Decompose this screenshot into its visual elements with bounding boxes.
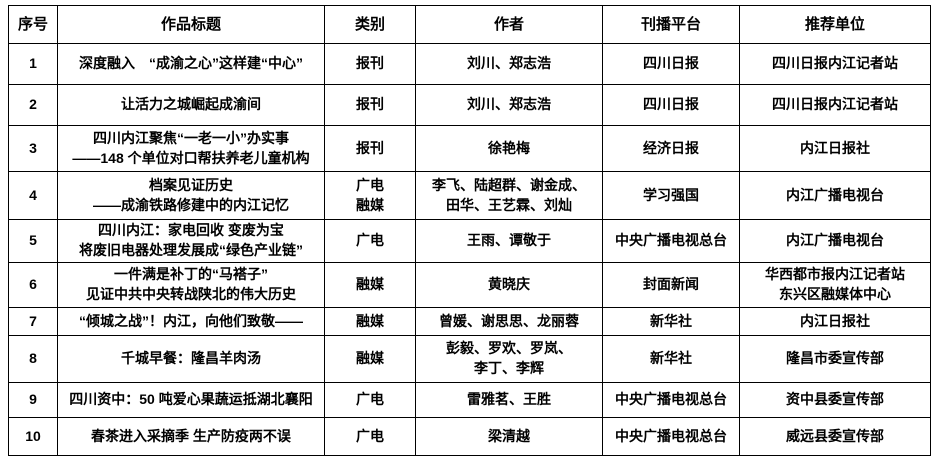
table-row: 8 千城早餐：隆昌羊肉汤 融媒 彭毅、罗欢、罗岚、 李丁、李辉 新华社 隆昌市委…	[8, 335, 931, 383]
cell-authors: 彭毅、罗欢、罗岚、 李丁、李辉	[415, 335, 603, 383]
cell-category: 广电	[324, 417, 416, 456]
cell-authors: 梁清越	[415, 417, 603, 456]
cell-authors: 刘川、郑志浩	[415, 43, 603, 85]
cell-platform: 新华社	[602, 335, 740, 383]
cell-recommender: 内江日报社	[739, 307, 931, 336]
cell-title: 千城早餐：隆昌羊肉汤	[57, 335, 325, 383]
col-header-category: 类别	[324, 5, 416, 44]
cell-recommender: 内江广播电视台	[739, 171, 931, 220]
cell-category: 融媒	[324, 307, 416, 336]
cell-title: 让活力之城崛起成渝间	[57, 84, 325, 126]
cell-authors: 曾媛、谢思思、龙丽蓉	[415, 307, 603, 336]
cell-category: 报刊	[324, 43, 416, 85]
cell-no: 7	[8, 307, 58, 336]
cell-platform: 中央广播电视总台	[602, 417, 740, 456]
cell-platform: 中央广播电视总台	[602, 382, 740, 418]
cell-title: 档案见证历史 ——成渝铁路修建中的内江记忆	[57, 171, 325, 220]
cell-recommender: 四川日报内江记者站	[739, 84, 931, 126]
table-row: 6 一件满是补丁的“马褡子” 见证中共中央转战陕北的伟大历史 融媒 黄晓庆 封面…	[8, 262, 931, 308]
cell-platform: 封面新闻	[602, 262, 740, 308]
header-row: 序号 作品标题 类别 作者 刊播平台 推荐单位	[8, 5, 931, 44]
table-row: 1 深度融入 “成渝之心”这样建“中心” 报刊 刘川、郑志浩 四川日报 四川日报…	[8, 43, 931, 85]
table-row: 9 四川资中：50 吨爱心果蔬运抵湖北襄阳 广电 雷雅茗、王胜 中央广播电视总台…	[8, 382, 931, 418]
cell-recommender: 威远县委宣传部	[739, 417, 931, 456]
cell-platform: 新华社	[602, 307, 740, 336]
cell-title: 深度融入 “成渝之心”这样建“中心”	[57, 43, 325, 85]
cell-title: “倾城之战”！内江，向他们致敬——	[57, 307, 325, 336]
cell-platform: 经济日报	[602, 125, 740, 172]
cell-no: 6	[8, 262, 58, 308]
cell-no: 2	[8, 84, 58, 126]
col-header-recommender: 推荐单位	[739, 5, 931, 44]
col-header-title: 作品标题	[57, 5, 325, 44]
cell-recommender: 资中县委宣传部	[739, 382, 931, 418]
works-table: 序号 作品标题 类别 作者 刊播平台 推荐单位 1 深度融入 “成渝之心”这样建…	[8, 5, 931, 456]
table-row: 3 四川内江聚焦“一老一小”办实事 ——148 个单位对口帮扶养老儿童机构 报刊…	[8, 125, 931, 172]
cell-platform: 四川日报	[602, 43, 740, 85]
cell-recommender: 四川日报内江记者站	[739, 43, 931, 85]
cell-title: 四川内江聚焦“一老一小”办实事 ——148 个单位对口帮扶养老儿童机构	[57, 125, 325, 172]
cell-no: 10	[8, 417, 58, 456]
cell-no: 8	[8, 335, 58, 383]
cell-authors: 刘川、郑志浩	[415, 84, 603, 126]
table-row: 7 “倾城之战”！内江，向他们致敬—— 融媒 曾媛、谢思思、龙丽蓉 新华社 内江…	[8, 307, 931, 336]
cell-title: 四川内江：家电回收 变废为宝 将废旧电器处理发展成“绿色产业链”	[57, 219, 325, 263]
cell-title: 春茶进入采摘季 生产防疫两不误	[57, 417, 325, 456]
cell-no: 9	[8, 382, 58, 418]
cell-platform: 学习强国	[602, 171, 740, 220]
cell-category: 报刊	[324, 125, 416, 172]
cell-category: 广电	[324, 219, 416, 263]
cell-authors: 徐艳梅	[415, 125, 603, 172]
cell-authors: 王雨、谭敬于	[415, 219, 603, 263]
cell-category: 融媒	[324, 262, 416, 308]
col-header-no: 序号	[8, 5, 58, 44]
cell-authors: 黄晓庆	[415, 262, 603, 308]
table-row: 5 四川内江：家电回收 变废为宝 将废旧电器处理发展成“绿色产业链” 广电 王雨…	[8, 219, 931, 263]
col-header-platform: 刊播平台	[602, 5, 740, 44]
cell-recommender: 隆昌市委宣传部	[739, 335, 931, 383]
cell-no: 1	[8, 43, 58, 85]
cell-title: 一件满是补丁的“马褡子” 见证中共中央转战陕北的伟大历史	[57, 262, 325, 308]
cell-category: 融媒	[324, 335, 416, 383]
cell-no: 3	[8, 125, 58, 172]
cell-category: 报刊	[324, 84, 416, 126]
cell-category: 广电	[324, 382, 416, 418]
cell-title: 四川资中：50 吨爱心果蔬运抵湖北襄阳	[57, 382, 325, 418]
table-row: 10 春茶进入采摘季 生产防疫两不误 广电 梁清越 中央广播电视总台 威远县委宣…	[8, 417, 931, 456]
cell-recommender: 内江广播电视台	[739, 219, 931, 263]
cell-platform: 中央广播电视总台	[602, 219, 740, 263]
table-row: 2 让活力之城崛起成渝间 报刊 刘川、郑志浩 四川日报 四川日报内江记者站	[8, 84, 931, 126]
cell-authors: 李飞、陆超群、谢金成、 田华、王艺霖、刘灿	[415, 171, 603, 220]
cell-category: 广电 融媒	[324, 171, 416, 220]
table-row: 4 档案见证历史 ——成渝铁路修建中的内江记忆 广电 融媒 李飞、陆超群、谢金成…	[8, 171, 931, 220]
cell-authors: 雷雅茗、王胜	[415, 382, 603, 418]
cell-no: 4	[8, 171, 58, 220]
cell-recommender: 华西都市报内江记者站 东兴区融媒体中心	[739, 262, 931, 308]
cell-recommender: 内江日报社	[739, 125, 931, 172]
cell-platform: 四川日报	[602, 84, 740, 126]
col-header-authors: 作者	[415, 5, 603, 44]
cell-no: 5	[8, 219, 58, 263]
